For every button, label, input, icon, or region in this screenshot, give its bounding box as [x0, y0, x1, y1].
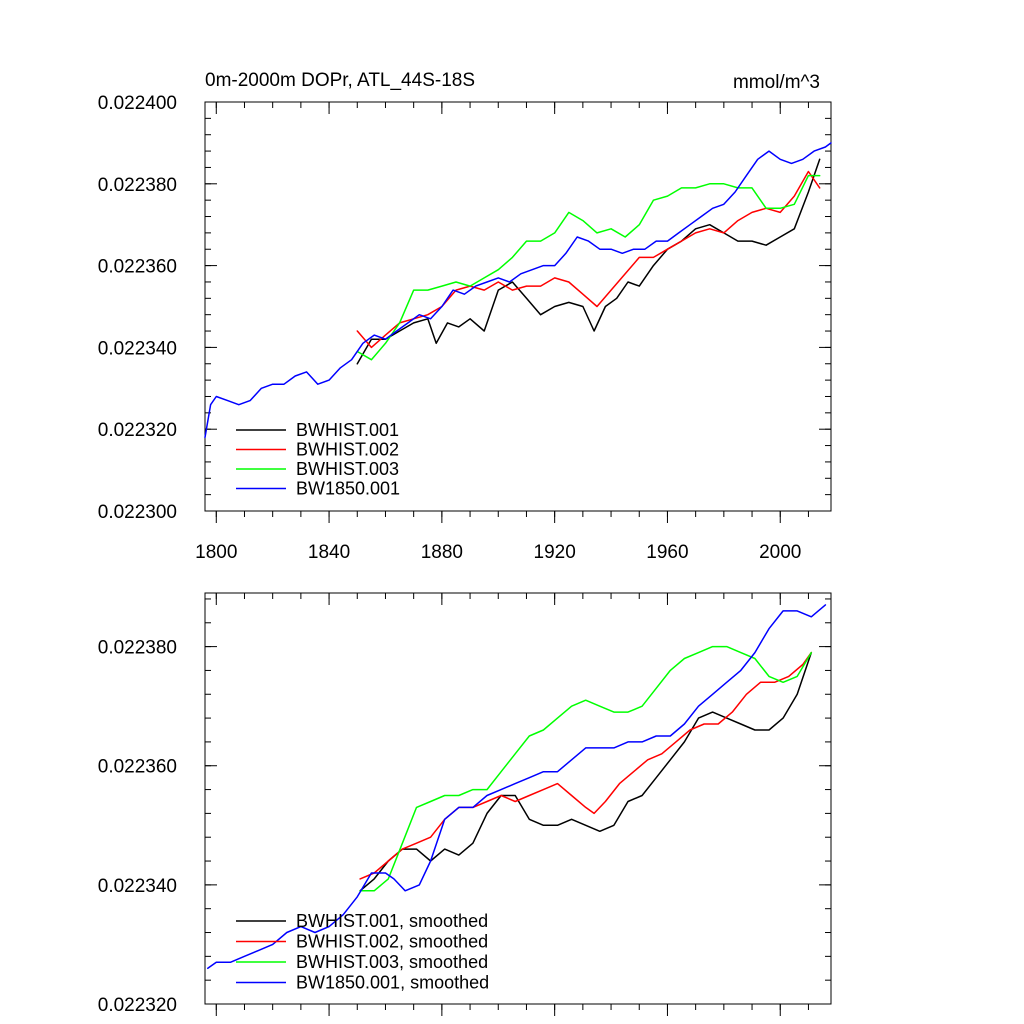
y-tick-label: 0.022340	[98, 338, 177, 359]
legend-label: BWHIST.003	[296, 459, 399, 479]
x-tick-label: 1880	[421, 542, 463, 563]
legend-label: BW1850.001, smoothed	[296, 973, 489, 993]
y-tick-label: 0.022300	[98, 502, 177, 523]
axis-ticks: 0.022300 0.022320 0.022340 0.022360 0.022380…	[98, 93, 831, 563]
x-tick-label: 1800	[195, 542, 237, 563]
y-tick-label: 0.022380	[98, 638, 177, 659]
legend-label: BWHIST.001, smoothed	[296, 911, 488, 931]
top-panel: 0m-2000m DOPr, ATL_44S-18S mmol/m^3 0.02…	[98, 70, 832, 563]
series-line-4	[207, 604, 827, 970]
legend-label: BW1850.001	[296, 479, 400, 499]
bottom-panel: 0.022320 0.022340 0.022360 0.022380 BWHIST.…	[98, 592, 832, 1016]
x-tick-label: 2000	[759, 542, 801, 563]
series-line-1	[356, 158, 821, 365]
series-line-3	[359, 645, 813, 892]
y-tick-label: 0.022360	[98, 757, 177, 778]
series-line-2	[359, 651, 813, 880]
series-line-4	[204, 142, 832, 439]
units-label: mmol/m^3	[733, 72, 820, 93]
y-tick-label: 0.022320	[98, 420, 177, 441]
plot-frame	[204, 101, 832, 512]
series-line-3	[356, 174, 821, 361]
x-tick-label: 1920	[534, 542, 576, 563]
series-line-2	[356, 170, 821, 349]
x-tick-label: 1960	[646, 542, 688, 563]
plot-frame	[204, 592, 832, 1005]
x-tick-label: 1840	[308, 542, 350, 563]
y-tick-label: 0.022360	[98, 257, 177, 278]
y-tick-label: 0.022400	[98, 93, 177, 114]
y-tick-label: 0.022340	[98, 876, 177, 897]
chart-title: 0m-2000m DOPr, ATL_44S-18S	[205, 70, 475, 91]
legend-label: BWHIST.003, smoothed	[296, 952, 488, 972]
series-group	[207, 604, 827, 970]
legend-label: BWHIST.001	[296, 420, 399, 440]
y-tick-label: 0.022380	[98, 175, 177, 196]
series-line-1	[359, 651, 813, 892]
legend-label: BWHIST.002, smoothed	[296, 932, 488, 952]
series-group	[204, 142, 832, 439]
legend-label: BWHIST.002	[296, 440, 399, 460]
y-tick-label: 0.022320	[98, 995, 177, 1016]
axis-ticks: 0.022320 0.022340 0.022360 0.022380	[98, 593, 831, 1016]
